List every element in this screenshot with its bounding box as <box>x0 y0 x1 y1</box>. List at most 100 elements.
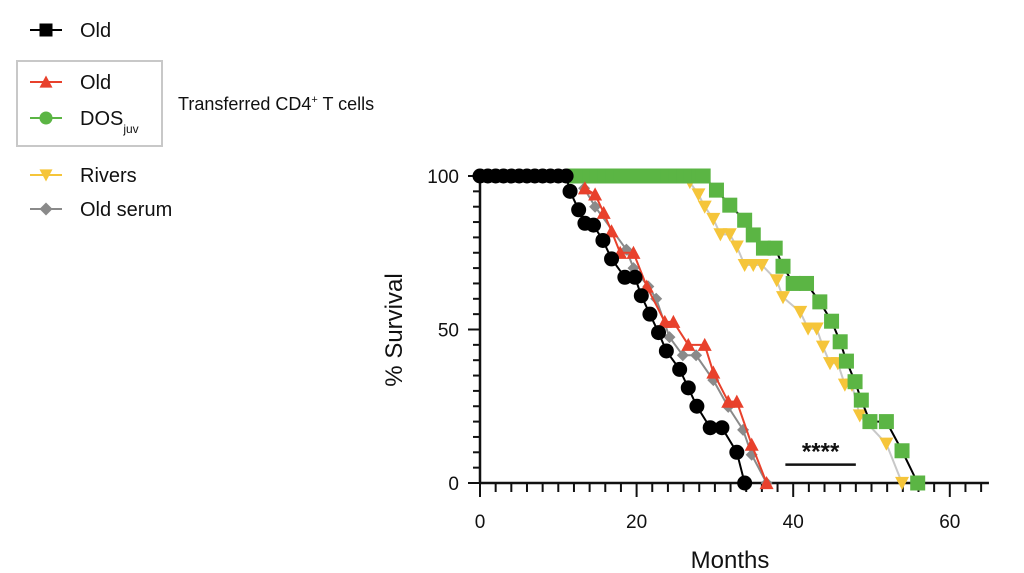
y-axis-label: % Survival <box>381 273 408 386</box>
data-point <box>571 202 587 218</box>
series-layer <box>472 168 926 491</box>
data-point <box>595 232 611 248</box>
data-point <box>754 258 769 273</box>
legend-marker-icon <box>39 75 53 88</box>
data-point <box>812 294 828 310</box>
legend-label-subscript: juv <box>122 122 138 136</box>
legend-label: Old <box>80 20 111 42</box>
data-point <box>769 274 784 288</box>
data-point <box>697 200 712 214</box>
x-tick-label: 40 <box>783 512 804 533</box>
data-point <box>695 168 711 184</box>
legend-item: Old serum <box>30 199 172 221</box>
series-rivers <box>682 176 910 490</box>
data-point <box>588 187 603 201</box>
data-point <box>690 349 703 362</box>
legend-label: Rivers <box>80 165 137 187</box>
data-point <box>775 258 791 274</box>
data-point <box>729 444 745 460</box>
data-point <box>809 322 824 336</box>
data-point <box>689 398 705 414</box>
data-point <box>879 437 894 451</box>
legend-marker-icon <box>39 23 53 37</box>
data-point <box>562 183 578 199</box>
data-point <box>894 443 910 459</box>
data-point <box>722 197 738 213</box>
legend-marker-icon <box>39 202 53 216</box>
data-point <box>852 409 867 423</box>
data-point <box>708 182 724 198</box>
data-point <box>577 181 592 195</box>
data-point <box>737 475 753 491</box>
data-point <box>666 314 681 328</box>
data-point <box>691 188 706 202</box>
data-point <box>627 269 643 285</box>
legend-group-label: Transferred CD4+ T cells <box>178 94 374 114</box>
legend-label-text: Old <box>80 20 111 42</box>
series-old <box>472 168 753 491</box>
data-point <box>586 217 602 233</box>
data-point <box>799 275 815 291</box>
legend-item: DOSjuv <box>30 108 139 136</box>
data-point <box>651 325 667 341</box>
x-tick-label: 0 <box>475 512 486 533</box>
series-old-serum <box>578 182 773 489</box>
legend-marker-icon <box>39 169 53 182</box>
data-point <box>604 251 620 267</box>
legend: Transferred CD4+ T cells Old Old DOSjuv Riv… <box>16 20 374 221</box>
series-old <box>577 181 774 490</box>
series-line <box>584 187 768 484</box>
data-point <box>604 224 619 238</box>
data-point <box>697 337 712 351</box>
data-point <box>672 361 688 377</box>
data-point <box>706 365 721 379</box>
data-point <box>650 292 663 305</box>
series-line <box>689 181 903 484</box>
data-point <box>681 337 696 351</box>
data-point <box>729 394 744 408</box>
data-point <box>642 306 658 322</box>
legend-label-text: Rivers <box>80 165 137 187</box>
data-point <box>713 228 728 242</box>
data-point <box>680 380 696 396</box>
x-axis-label: Months <box>691 547 770 573</box>
y-tick-label: 100 <box>427 167 459 188</box>
x-tick-label: 20 <box>626 512 647 533</box>
data-point <box>702 420 718 436</box>
data-point <box>878 414 894 430</box>
data-point <box>706 212 721 226</box>
legend-marker-icon <box>39 111 53 125</box>
significance-stars: **** <box>802 439 840 466</box>
data-point <box>745 227 761 243</box>
data-point <box>744 437 759 451</box>
data-point <box>853 392 869 408</box>
legend-item: Old <box>30 72 111 94</box>
data-point <box>663 331 676 344</box>
data-point <box>838 353 854 369</box>
data-point <box>714 420 730 436</box>
data-point <box>847 374 863 390</box>
legend-item: Old <box>30 20 111 42</box>
data-point <box>658 343 674 359</box>
data-point <box>815 340 830 354</box>
data-point <box>895 476 910 490</box>
data-point <box>910 475 926 491</box>
legend-label-text: DOS <box>80 108 123 130</box>
data-point <box>824 313 840 329</box>
legend-label-text: Old <box>80 72 111 94</box>
x-tick-label: 60 <box>939 512 960 533</box>
data-point <box>729 240 744 254</box>
legend-group-box <box>16 60 163 147</box>
data-point <box>862 414 878 430</box>
data-point <box>596 205 611 219</box>
legend-label-text: Old serum <box>80 199 172 221</box>
data-point <box>759 476 774 490</box>
y-tick-label: 0 <box>448 474 459 495</box>
data-point <box>793 305 808 320</box>
data-point <box>589 200 602 213</box>
data-point <box>755 240 771 256</box>
data-point <box>626 245 641 259</box>
data-point <box>722 228 737 242</box>
data-point <box>737 212 753 228</box>
